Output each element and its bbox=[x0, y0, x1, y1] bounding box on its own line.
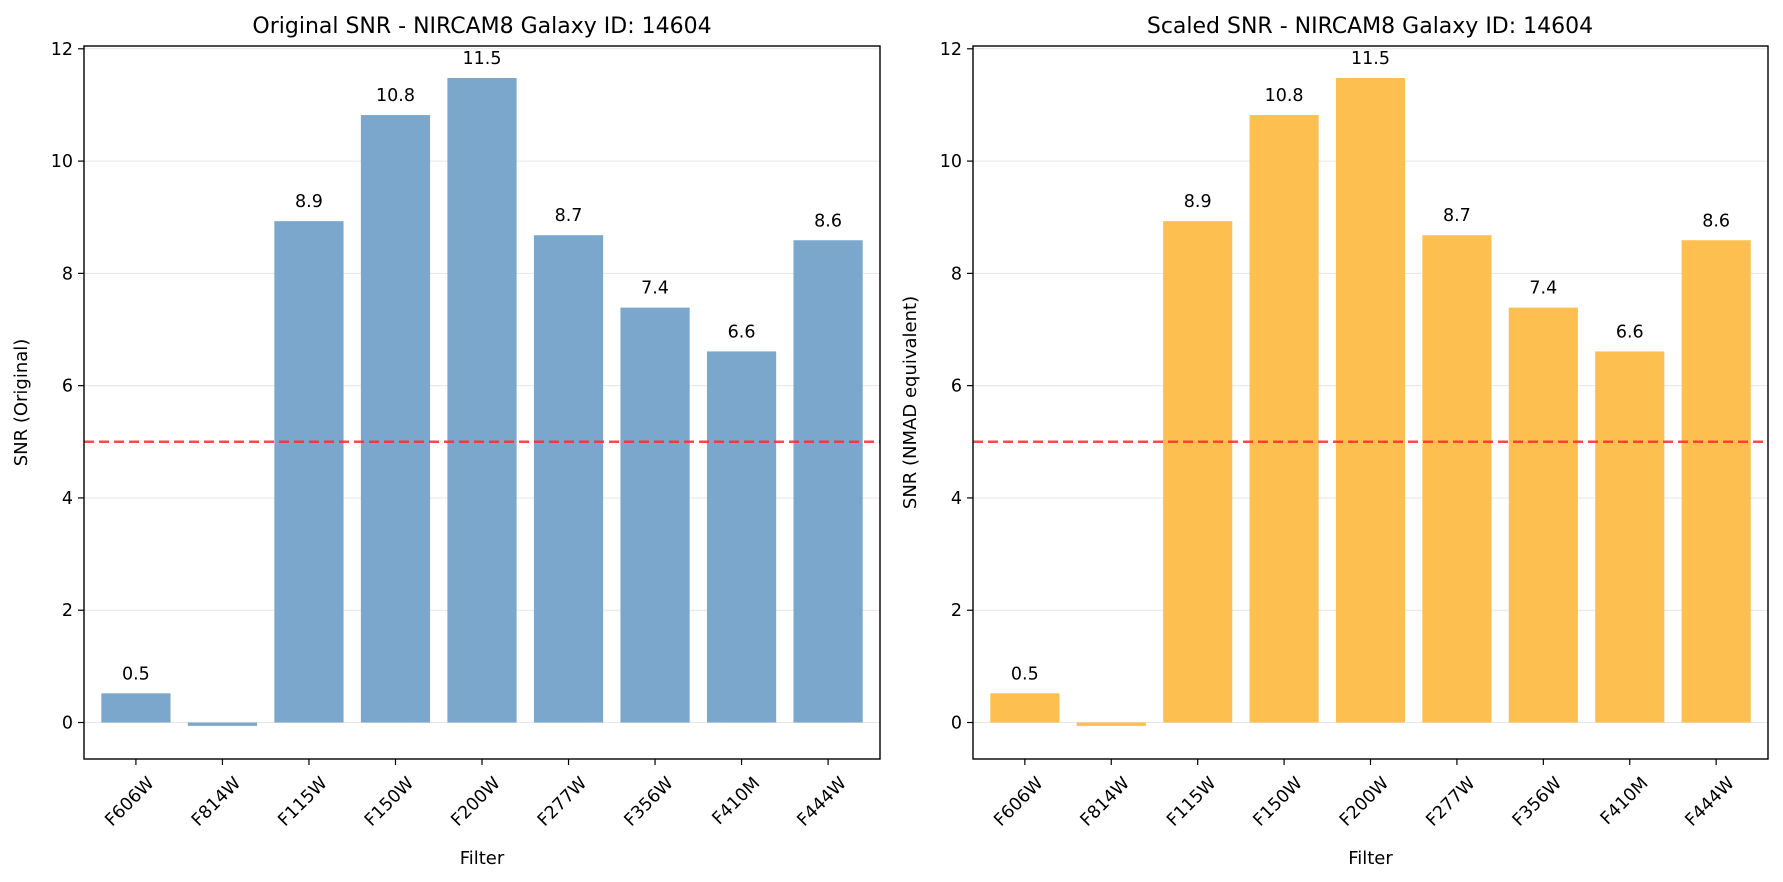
bar-f606w bbox=[101, 693, 171, 723]
chart-title: Original SNR - NIRCAM8 Galaxy ID: 14604 bbox=[252, 14, 711, 39]
bar-f444w bbox=[793, 240, 863, 723]
x-tick-label: F356W bbox=[1509, 774, 1566, 831]
bar-f410m bbox=[706, 351, 777, 723]
x-tick-label: F150W bbox=[1250, 774, 1307, 831]
data-label: 11.5 bbox=[1351, 49, 1390, 69]
data-label: 8.6 bbox=[814, 211, 842, 231]
data-label: 0.5 bbox=[1011, 664, 1039, 684]
bar-f410m bbox=[1595, 351, 1665, 723]
x-tick-label: F410M bbox=[1597, 774, 1653, 830]
x-tick-label: F115W bbox=[275, 774, 332, 831]
bar-f814w bbox=[1076, 722, 1146, 726]
bar-f356w bbox=[620, 307, 690, 723]
x-tick-label: F410M bbox=[709, 774, 765, 830]
x-tick-label: F606W bbox=[990, 774, 1047, 831]
bar-f200w bbox=[447, 78, 517, 723]
x-tick-label: F115W bbox=[1163, 774, 1220, 831]
bar-f115w bbox=[274, 221, 344, 723]
y-tick-label: 0 bbox=[62, 714, 73, 734]
y-tick-label: 10 bbox=[940, 152, 962, 172]
data-label: 10.8 bbox=[376, 86, 415, 106]
bar-f115w bbox=[1163, 221, 1233, 723]
x-tick-label: F200W bbox=[448, 774, 505, 831]
data-label: 10.8 bbox=[1265, 86, 1304, 106]
y-tick-label: 0 bbox=[951, 714, 962, 734]
x-tick-label: F277W bbox=[1422, 774, 1479, 831]
x-tick-label: F444W bbox=[794, 774, 851, 831]
data-label: 7.4 bbox=[641, 279, 669, 299]
y-tick-label: 6 bbox=[951, 377, 962, 397]
data-label: 7.4 bbox=[1529, 279, 1557, 299]
y-tick-label: 8 bbox=[62, 264, 73, 284]
y-tick-label: 2 bbox=[62, 601, 73, 621]
bar-f277w bbox=[533, 235, 604, 723]
data-label: 6.6 bbox=[728, 322, 756, 342]
bar-f277w bbox=[1422, 235, 1492, 723]
y-tick-label: 4 bbox=[951, 489, 962, 509]
data-label: 0.5 bbox=[122, 664, 150, 684]
data-label: 6.6 bbox=[1616, 322, 1644, 342]
y-tick-label: 12 bbox=[940, 40, 962, 60]
x-tick-label: F277W bbox=[534, 774, 591, 831]
y-axis-label: SNR (NMAD equivalent) bbox=[900, 296, 921, 509]
y-tick-label: 6 bbox=[62, 377, 73, 397]
data-label: 8.7 bbox=[1443, 206, 1471, 226]
data-label: 8.9 bbox=[295, 192, 323, 212]
data-label: 8.7 bbox=[555, 206, 583, 226]
x-axis-label: Filter bbox=[460, 848, 505, 869]
x-tick-label: F606W bbox=[101, 774, 158, 831]
x-tick-label: F814W bbox=[1077, 774, 1134, 831]
bar-f150w bbox=[360, 115, 431, 723]
y-tick-label: 2 bbox=[951, 601, 962, 621]
x-tick-label: F444W bbox=[1682, 774, 1739, 831]
x-tick-label: F200W bbox=[1336, 774, 1393, 831]
data-label: 8.6 bbox=[1702, 211, 1730, 231]
bar-f444w bbox=[1681, 240, 1751, 723]
bar-f150w bbox=[1249, 115, 1319, 723]
data-label: 11.5 bbox=[463, 49, 502, 69]
bar-f356w bbox=[1508, 307, 1578, 723]
chart-panel-1: 0.5 8.9 10.8 11.5 8.7 7.4 6.6 8.6 0 2 4 6 8 10 12 F606W… bbox=[11, 14, 881, 869]
y-tick-label: 4 bbox=[62, 489, 73, 509]
x-tick-label: F150W bbox=[361, 774, 418, 831]
bar-f200w bbox=[1335, 78, 1406, 723]
x-tick-label: F356W bbox=[621, 774, 678, 831]
data-label: 8.9 bbox=[1184, 192, 1212, 212]
y-tick-label: 12 bbox=[51, 40, 73, 60]
x-tick-label: F814W bbox=[188, 774, 245, 831]
y-tick-label: 10 bbox=[51, 152, 73, 172]
bar-f606w bbox=[990, 693, 1060, 723]
y-axis-label: SNR (Original) bbox=[11, 339, 32, 467]
chart-title: Scaled SNR - NIRCAM8 Galaxy ID: 14604 bbox=[1147, 14, 1593, 39]
chart-panel-2: 0.5 8.9 10.8 11.5 8.7 7.4 6.6 8.6 0 2 4 6 8 10 12 F606W… bbox=[900, 14, 1769, 869]
x-axis-label: Filter bbox=[1348, 848, 1393, 869]
y-tick-label: 8 bbox=[951, 264, 962, 284]
bar-f814w bbox=[187, 722, 258, 726]
